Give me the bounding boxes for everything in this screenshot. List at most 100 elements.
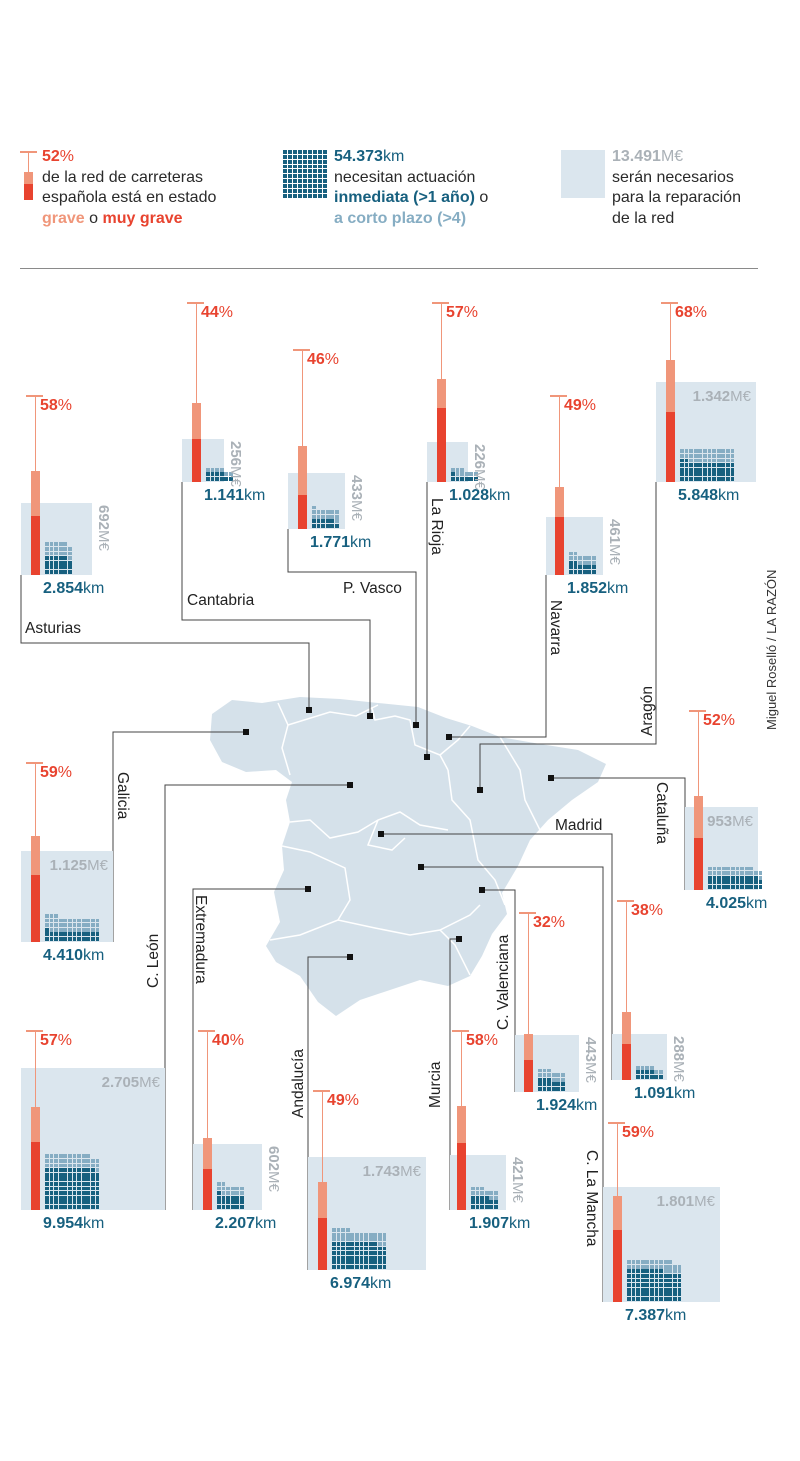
waffle-cell-la-rioja [455,472,460,477]
waffle-cell-galicia [49,932,54,937]
legend-waffle-cell [283,183,287,188]
km-unit: km [489,487,511,504]
eur-label-andaluc-a: 1.743M€ [363,1164,421,1180]
km-value: 2.207 [215,1215,256,1232]
km-label-c-valenciana: 1.924km [536,1097,597,1115]
legend-waffle-cell [323,193,327,198]
legend-km-o: o [474,189,489,206]
border [439,929,471,976]
waffle-cell-c-le-n [54,1163,58,1168]
waffle-cell-extremadura [226,1191,230,1195]
waffle-cell-c-le-n [68,1182,72,1186]
waffle-cell-galicia [91,923,95,927]
waffle-cell-c-le-n [77,1182,81,1186]
waffle-cell-c-le-n [81,1191,86,1195]
waffle-cell-galicia [63,927,68,932]
marker-madrid [378,831,384,837]
waffle-cell-la-rioja [464,477,469,481]
waffle-cell-madrid [640,1070,645,1075]
pct-value: 59 [622,1124,640,1141]
waffle-cell-c-le-n [58,1191,63,1195]
waffle-cell-c-la-mancha [663,1292,668,1297]
waffle-cell-c-la-mancha [673,1278,677,1283]
waffle-cell-arag-n [693,467,698,472]
waffle-cell-arag-n [721,477,726,481]
waffle-cell-extremadura [235,1186,240,1191]
border [289,811,449,839]
marker-galicia [243,729,249,735]
waffle-cell-c-le-n [91,1168,95,1172]
pct-label-asturias: 58% [40,397,72,415]
waffle-cell-murcia [480,1205,484,1209]
waffle-cell-c-le-n [81,1195,86,1200]
waffle-cell-c-la-mancha [663,1260,668,1264]
waffle-cell-asturias [63,551,68,556]
waffle-cell-c-le-n [63,1159,68,1163]
legend-waffle-cell [293,150,297,154]
bar-grave-la-rioja [437,379,446,409]
legend-waffle-cell [303,193,307,198]
km-unit: km [665,1307,687,1324]
waffle-cell-andaluc-a [332,1228,336,1232]
bar-muy-grave-navarra [555,517,564,575]
waffle-cell-andaluc-a [359,1251,364,1255]
waffle-cell-c-la-mancha [640,1264,645,1269]
waffle-cell-arag-n [712,449,716,454]
waffle-cell-c-la-mancha [677,1292,682,1297]
km-label-arag-n: 5.848km [678,487,739,505]
eur-value: 2.705 [101,1074,140,1091]
km-label-murcia: 1.907km [469,1215,530,1233]
waffle-cell-navarra [582,560,587,565]
marker-p-vasco [413,722,419,728]
waffle-cell-catalu-a [754,885,758,889]
waffle-cell-galicia [68,923,72,927]
waffle-cell-andaluc-a [350,1265,355,1269]
waffle-cell-c-la-mancha [659,1264,663,1269]
waffle-cell-asturias [68,556,72,560]
waffle-cell-catalu-a [754,875,758,880]
marker-murcia [456,936,462,942]
waffle-cell-arag-n [707,463,712,467]
waffle-cell-andaluc-a [336,1242,341,1246]
waffle-cell-c-la-mancha [627,1287,631,1292]
waffle-cell-c-le-n [45,1200,49,1205]
waffle-cell-arag-n [730,463,735,467]
legend-waffle-cell [288,174,292,179]
waffle-cell-andaluc-a [368,1251,373,1255]
waffle-cell-andaluc-a [350,1260,355,1265]
waffle-cell-andaluc-a [336,1260,341,1265]
waffle-cell-arag-n [680,463,684,467]
waffle-cell-p-vasco [330,524,335,528]
marker-la-rioja [424,754,430,760]
waffle-cell-andaluc-a [341,1242,345,1246]
waffle-cell-c-le-n [86,1168,91,1172]
waffle-cell-catalu-a [717,875,721,880]
eur-label-c-le-n: 2.705M€ [102,1075,160,1091]
waffle-cell-c-le-n [45,1159,49,1163]
eur-value: 1.743 [362,1163,401,1180]
waffle-cell-c-valenciana [556,1087,561,1091]
waffle-cell-extremadura [235,1205,240,1209]
waffle-cell-catalu-a [726,885,731,889]
waffle-cell-extremadura [221,1195,226,1200]
waffle-cell-galicia [91,927,95,932]
waffle-cell-arag-n [698,463,703,467]
waffle-cell-c-la-mancha [650,1274,654,1278]
waffle-cell-c-valenciana [561,1087,565,1091]
waffle-cell-asturias [45,570,49,574]
waffle-cell-catalu-a [717,871,721,875]
waffle-cell-galicia [81,937,86,941]
waffle-cell-galicia [45,927,49,932]
waffle-cell-c-la-mancha [654,1269,659,1274]
waffle-cell-arag-n [703,449,707,454]
waffle-cell-andaluc-a [368,1255,373,1260]
legend-km-inmediata: inmediata (>1 año) [334,189,475,206]
waffle-cell-c-le-n [81,1159,86,1163]
border [366,819,406,851]
waffle-cell-extremadura [221,1205,226,1209]
bar-grave-catalu-a [694,796,703,838]
waffle-cell-c-le-n [91,1191,95,1195]
waffle-cell-andaluc-a [345,1260,350,1265]
legend-waffle-cell [318,150,322,154]
